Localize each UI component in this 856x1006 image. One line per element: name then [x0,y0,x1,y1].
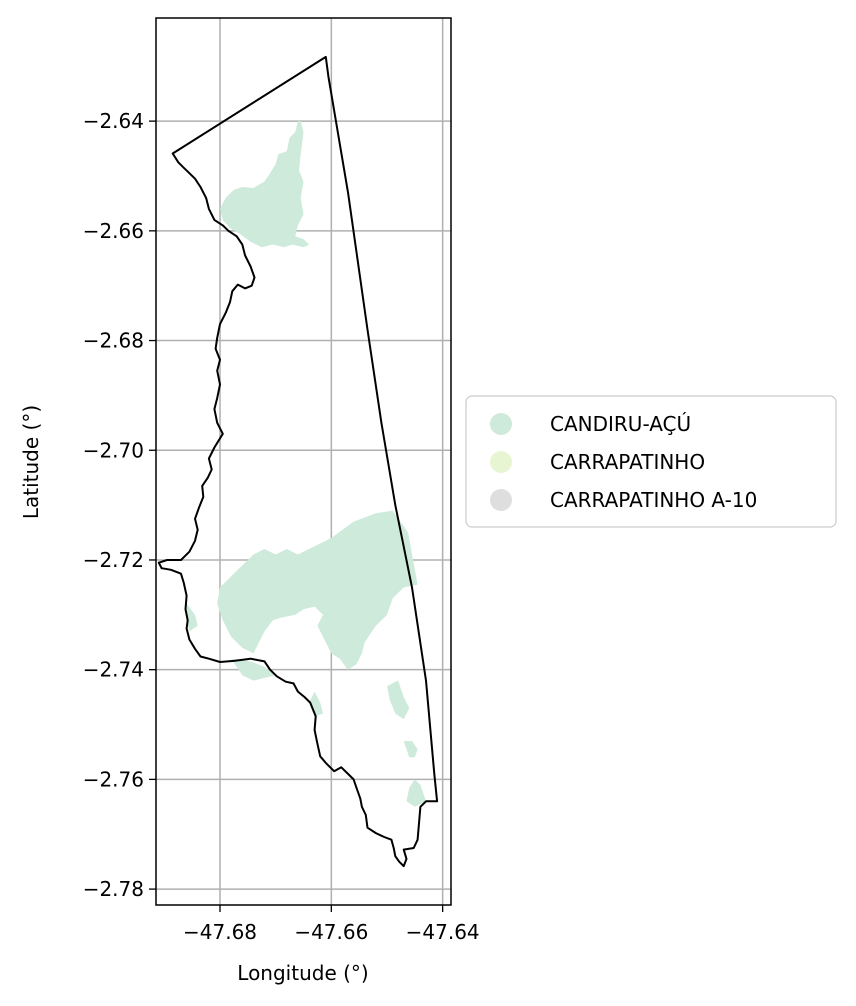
y-tick-label: −2.72 [83,548,144,572]
legend-swatch [490,451,512,473]
plot-frame [156,18,451,905]
y-tick-label: −2.70 [83,438,144,462]
region-polygon [387,681,409,719]
x-tick-label: −47.66 [294,920,368,944]
region-polygon [220,121,309,247]
gridlines [156,18,451,905]
x-tick-label: −47.68 [183,920,257,944]
y-axis-title: Latitude (°) [19,405,43,519]
y-tick-label: −2.76 [83,767,144,791]
y-tick-label: −2.74 [83,658,144,682]
region-polygon [404,741,418,757]
legend-label: CARRAPATINHO A-10 [550,488,757,512]
legend-label: CANDIRU-AÇÚ [550,412,691,436]
y-tick-label: −2.78 [83,877,144,901]
x-tick-label: −47.64 [406,920,480,944]
legend-swatch [490,413,512,435]
region-polygon [217,511,417,670]
y-tick-label: −2.68 [83,329,144,353]
y-tick-label: −2.66 [83,219,144,243]
y-tick-label: −2.64 [83,109,144,133]
x-axis-ticks: −47.68 −47.66 −47.64 [183,905,480,944]
x-axis-title: Longitude (°) [237,961,368,985]
legend-label: CARRAPATINHO [550,450,705,474]
region-polygon [407,779,427,806]
legend-swatch [490,489,512,511]
legend: CANDIRU-AÇÚ CARRAPATINHO CARRAPATINHO A-10 [466,396,836,527]
y-axis-ticks: −2.64 −2.66 −2.68 −2.70 −2.72 −2.74 −2.76 −2.78 [83,109,156,901]
